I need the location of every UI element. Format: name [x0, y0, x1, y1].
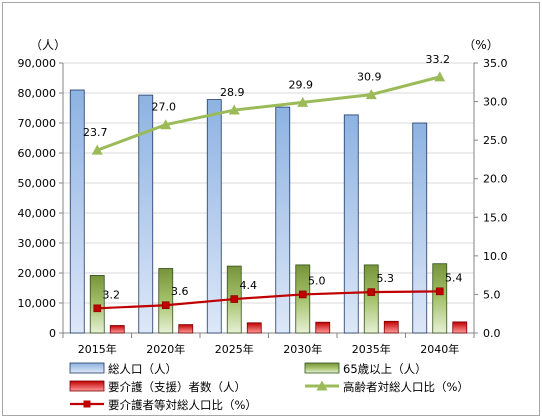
care-recipients-bar [452, 321, 468, 334]
elderly-ratio-data-label: 23.7 [83, 126, 108, 139]
legend-elderly-population-swatch [304, 362, 340, 374]
left-tick-label: 60,000 [18, 147, 57, 160]
x-tick-label: 2015年 [78, 342, 117, 356]
legend-care-ratio-label: 要介護者等対総人口比（%） [108, 398, 257, 412]
left-tick-label: 30,000 [18, 237, 57, 250]
care-recipients-bar [383, 320, 399, 334]
care-ratio-data-label: 4.4 [240, 279, 258, 292]
total-population-bar [138, 94, 154, 334]
right-tick-label: 5.0 [483, 288, 501, 301]
care-ratio-marker [367, 288, 376, 296]
x-tick-label: 2020年 [146, 342, 185, 356]
legend-total-population-label: 総人口（人） [108, 362, 177, 376]
x-tick-label: 2025年 [215, 342, 254, 356]
care-ratio-data-label: 3.6 [171, 285, 189, 298]
total-population-bar [343, 114, 359, 334]
legend-total-population-swatch [69, 362, 105, 374]
left-tick-label: 20,000 [18, 267, 57, 280]
care-ratio-marker [161, 301, 170, 310]
elderly-ratio-data-label: 27.0 [152, 101, 177, 114]
legend-elderly-population-label: 65歳以上（人） [343, 362, 427, 376]
legend-care-recipients-swatch [69, 380, 105, 392]
legend-care-recipients-label: 要介護（支援）者数（人） [108, 380, 246, 394]
total-population-bar [275, 106, 291, 334]
elderly-ratio-marker [297, 96, 309, 107]
x-tick-label: 2030年 [283, 342, 322, 356]
care-ratio-marker [298, 290, 307, 299]
elderly-ratio-marker [160, 119, 172, 130]
care-recipients-bar [178, 324, 194, 334]
legend-care-ratio-marker [83, 400, 91, 408]
legend-elderly-ratio-label: 高齢者対総人口比（%） [343, 380, 469, 394]
elderly-ratio-marker [365, 89, 377, 100]
care-recipients-bar [246, 322, 262, 334]
right-tick-label: 20.0 [483, 173, 508, 186]
total-population-bar [412, 122, 428, 334]
legend-elderly-ratio-marker [316, 380, 328, 391]
elderly-ratio-data-label: 30.9 [357, 71, 382, 84]
x-tick-label: 2040年 [420, 342, 459, 356]
care-ratio-line [97, 290, 440, 310]
right-tick-label: 30.0 [483, 96, 508, 109]
care-ratio-data-label: 3.2 [103, 288, 121, 301]
care-ratio-data-label: 5.0 [308, 274, 326, 287]
left-tick-label: 90,000 [18, 57, 57, 70]
total-population-bar [206, 99, 222, 334]
care-ratio-data-label: 5.4 [445, 271, 463, 284]
elderly-ratio-line [96, 75, 441, 152]
right-axis-unit: （%） [463, 38, 498, 52]
right-tick-label: 0.0 [483, 327, 501, 340]
care-recipients-bar [315, 321, 331, 334]
right-tick-label: 10.0 [483, 250, 508, 263]
left-tick-label: 10,000 [18, 297, 57, 310]
care-ratio-marker [435, 287, 444, 296]
right-tick-label: 35.0 [483, 57, 508, 70]
left-tick-label: 50,000 [18, 177, 57, 190]
x-tick-label: 2035年 [352, 342, 391, 356]
elderly-ratio-marker [91, 144, 103, 155]
left-axis-unit: （人） [30, 38, 66, 52]
elderly-ratio-marker [434, 71, 446, 82]
left-tick-label: 70,000 [18, 117, 57, 130]
elderly-population-bar [363, 264, 379, 334]
elderly-population-bar [89, 274, 105, 334]
elderly-population-bar [295, 264, 311, 334]
care-ratio-marker [93, 304, 102, 313]
right-tick-label: 25.0 [483, 134, 508, 147]
care-ratio-data-label: 5.3 [377, 272, 395, 285]
elderly-ratio-data-label: 33.2 [426, 53, 451, 66]
elderly-ratio-data-label: 28.9 [220, 86, 245, 99]
elderly-population-bar [432, 263, 448, 334]
left-tick-label: 40,000 [18, 207, 57, 220]
care-recipients-bar [109, 325, 125, 334]
left-tick-label: 0 [49, 327, 56, 340]
elderly-population-bar [158, 268, 174, 334]
elderly-ratio-marker [228, 104, 240, 115]
total-population-bar [69, 89, 85, 334]
right-tick-label: 15.0 [483, 211, 508, 224]
elderly-ratio-data-label: 29.9 [289, 78, 314, 91]
care-ratio-marker [230, 295, 239, 303]
left-tick-label: 80,000 [18, 87, 57, 100]
